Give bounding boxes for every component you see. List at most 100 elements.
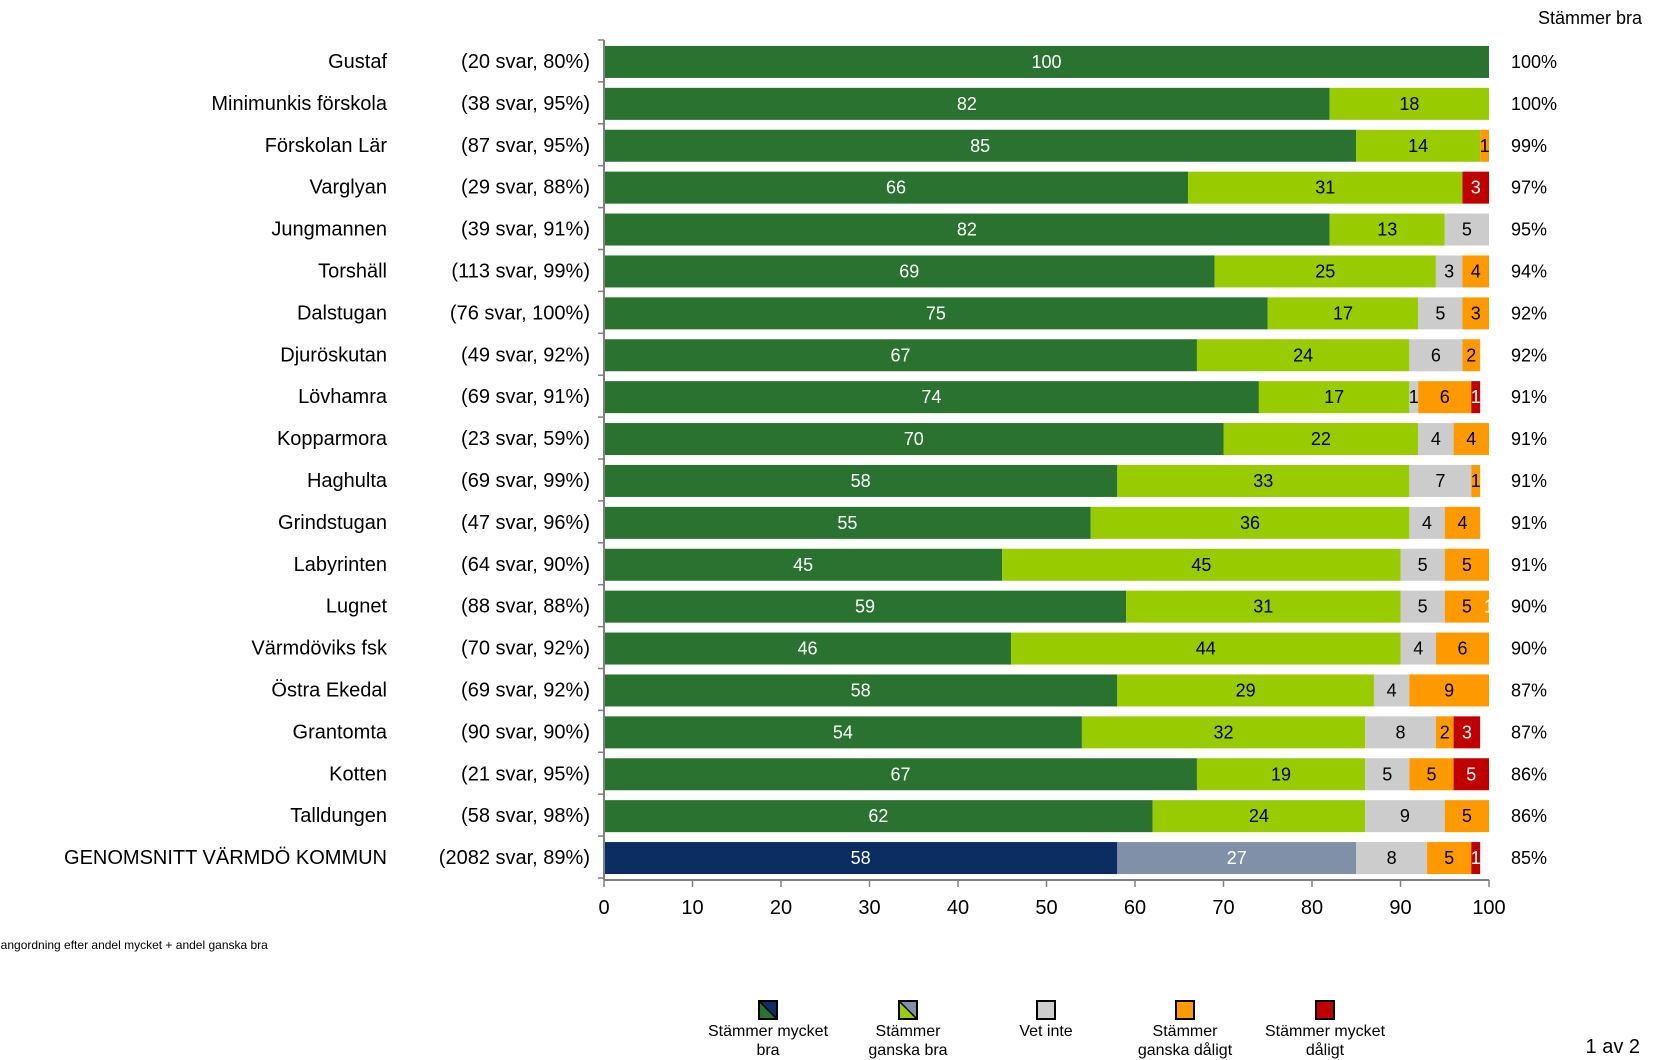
bar-segment (1258, 381, 1410, 414)
data-label: 5 (1435, 303, 1445, 323)
row-responses: (64 svar, 90%) (461, 554, 590, 576)
bar-segment (1462, 255, 1489, 288)
data-label: 1 (1471, 387, 1481, 407)
data-label: 5 (1466, 764, 1476, 784)
data-label: 3 (1471, 303, 1481, 323)
data-label: 7 (1435, 471, 1445, 491)
row-label: Kopparmora (277, 428, 388, 450)
bar-segment (604, 632, 1012, 665)
bar-segment (1365, 800, 1445, 833)
row-label: Grindstugan (278, 512, 387, 534)
bar-segment (1453, 758, 1489, 791)
bar-segment (604, 213, 1330, 246)
bar-segment (1356, 842, 1428, 875)
row-responses: (69 svar, 99%) (461, 470, 590, 492)
legend-swatch-mycket-daligt (1315, 1000, 1335, 1020)
bar-segment (604, 758, 1197, 791)
data-label: 27 (1227, 848, 1247, 868)
data-label: 59 (855, 597, 875, 617)
bar-segment (604, 716, 1082, 749)
data-label: 6 (1431, 345, 1441, 365)
data-label: 5 (1462, 220, 1472, 240)
row-responses: (2082 svar, 89%) (439, 847, 590, 869)
bar-segment (1329, 213, 1445, 246)
bar-segment (1480, 129, 1489, 162)
bar-segment (1400, 548, 1445, 581)
bar-segment (604, 339, 1197, 372)
bar-segment (1126, 590, 1401, 623)
data-label: 5 (1418, 555, 1428, 575)
data-label: 85 (970, 136, 990, 156)
legend-label-mycket-bra: Stämmer mycket bra (708, 1023, 829, 1059)
data-label: 3 (1462, 722, 1472, 742)
data-label: 17 (1324, 387, 1344, 407)
bar-segment (1435, 632, 1489, 665)
row-total: 99% (1511, 136, 1547, 156)
row-responses: (29 svar, 88%) (461, 177, 590, 199)
bar-segment (1418, 381, 1472, 414)
bar-segment (1444, 213, 1489, 246)
bar-segment (1462, 171, 1489, 204)
bar-segment (604, 381, 1259, 414)
bar-segment (604, 464, 1118, 497)
bar-segment (1152, 800, 1366, 833)
row-total: 91% (1511, 555, 1547, 575)
bar-segment (1267, 297, 1419, 330)
bar-segment (1409, 758, 1454, 791)
x-tick-label: 20 (770, 897, 792, 919)
bar-segment (1002, 548, 1401, 581)
bar-segment (604, 129, 1357, 162)
row-responses: (38 svar, 95%) (461, 93, 590, 115)
bar-segment (604, 590, 1127, 623)
row-responses: (87 svar, 95%) (461, 135, 590, 157)
row-total: 90% (1511, 639, 1547, 659)
row-label: Haghulta (307, 470, 388, 492)
bar-segment (604, 87, 1330, 120)
data-label: 17 (1333, 303, 1353, 323)
legend-item-ganska-bra: Stämmer ganska bra (848, 1000, 968, 1060)
x-tick-label: 70 (1212, 897, 1234, 919)
legend-swatch-ganska-bra (898, 1000, 918, 1020)
row-label: Torshäll (318, 260, 387, 282)
row-label: Varglyan (310, 177, 387, 199)
row-label: Kotten (329, 763, 387, 785)
data-label: 8 (1387, 848, 1397, 868)
bar-segment (1409, 506, 1445, 539)
bar-segment (1418, 297, 1463, 330)
row-label: GENOMSNITT VÄRMDÖ KOMMUN (64, 847, 387, 869)
bar-segment (604, 674, 1118, 707)
corner-header: Stämmer bra (1537, 8, 1642, 28)
row-label: Grantomta (293, 721, 388, 743)
bar-segment (1365, 758, 1410, 791)
legend-item-mycket-bra: Stämmer mycket bra (708, 1000, 828, 1060)
data-label: 67 (890, 764, 910, 784)
row-label: Lövhamra (298, 386, 388, 408)
row-total: 95% (1511, 220, 1547, 240)
data-label: 44 (1196, 639, 1216, 659)
data-label: 1 (1471, 848, 1481, 868)
bar-segment (1400, 632, 1436, 665)
row-total: 97% (1511, 178, 1547, 198)
bar-segment (1435, 255, 1463, 288)
data-label: 55 (837, 513, 857, 533)
legend-label-ganska-bra: Stämmer ganska bra (868, 1023, 948, 1059)
bar-segment (604, 548, 1003, 581)
row-responses: (39 svar, 91%) (461, 219, 590, 241)
bar-segment (604, 45, 1489, 78)
bar-segment (1117, 842, 1357, 875)
row-label: Värmdöviks fsk (251, 638, 388, 660)
bar-segment (1400, 590, 1445, 623)
data-label: 25 (1315, 261, 1335, 281)
bar-segment (1409, 674, 1489, 707)
data-label: 66 (886, 178, 906, 198)
bar-segment (1444, 590, 1489, 623)
data-label: 1 (1471, 471, 1481, 491)
legend-label-vet-inte: Vet inte (1019, 1023, 1073, 1040)
data-label: 9 (1444, 680, 1454, 700)
row-label: Förskolan Lär (265, 135, 388, 157)
bar-segment (1214, 255, 1436, 288)
data-label: 33 (1253, 471, 1273, 491)
data-label: 82 (957, 220, 977, 240)
row-label: Lugnet (326, 596, 388, 618)
